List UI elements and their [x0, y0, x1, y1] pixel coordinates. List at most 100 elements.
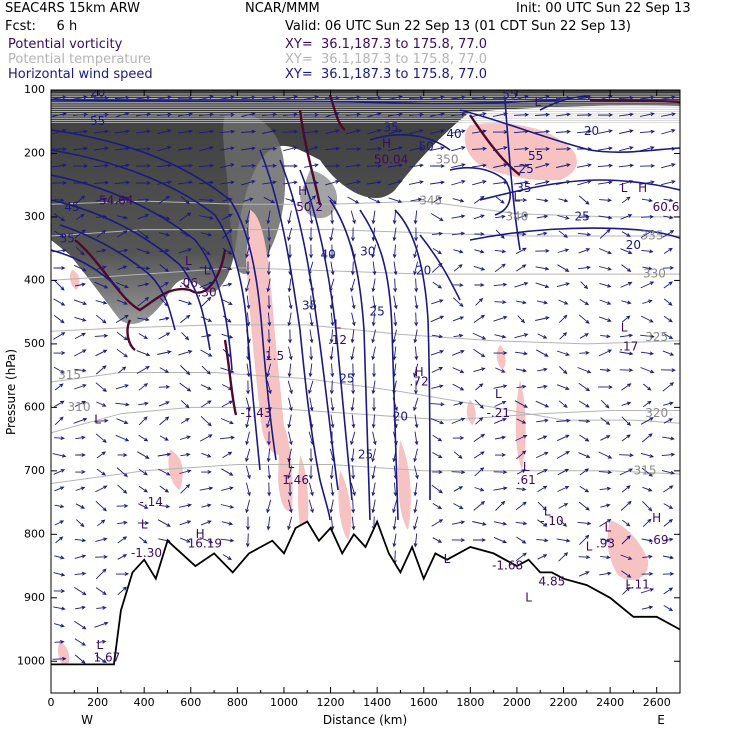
- wind-vector: [599, 571, 612, 576]
- wind-vector: [159, 367, 170, 373]
- wind-vector: [287, 363, 292, 378]
- wind-vector: [199, 537, 214, 544]
- wind-vector: [414, 295, 419, 310]
- wind-vector: [267, 295, 272, 310]
- wind-vector: [219, 129, 236, 134]
- wind-vector: [138, 383, 149, 391]
- pv-extremum-marker: L: [204, 263, 211, 277]
- wind-vector: [619, 146, 634, 152]
- wind-vector: [598, 266, 612, 271]
- wind-vector: [640, 315, 654, 323]
- wind-vector: [514, 281, 529, 288]
- wind-vector: [580, 281, 589, 290]
- wind-vector: [598, 180, 613, 185]
- wind-vector: [95, 349, 108, 357]
- wind-vector: [158, 232, 170, 237]
- wind-vector: [330, 210, 335, 225]
- wind-vector: [392, 380, 397, 395]
- wind-vector: [138, 416, 148, 426]
- wind-vector: [201, 365, 211, 375]
- wind-vector: [367, 128, 382, 135]
- wind-vector: [54, 230, 65, 238]
- wind-vector: [308, 465, 313, 480]
- wind-vector: [514, 95, 529, 101]
- x-tick-label: 2600: [643, 696, 671, 709]
- wind-vector: [640, 588, 655, 594]
- wind-vector: [96, 639, 107, 644]
- wind-vector: [266, 363, 272, 378]
- wind-vector: [409, 163, 424, 168]
- x-tick-label: 1800: [456, 696, 484, 709]
- wind-vector: [597, 163, 614, 168]
- wind-vector: [117, 586, 127, 596]
- wind-vector: [115, 314, 129, 323]
- wind-speed-isotach: [51, 249, 121, 291]
- pv-extremum-marker: L: [621, 181, 628, 195]
- wind-vector: [475, 383, 484, 391]
- wind-vector: [430, 213, 444, 222]
- wind-vector: [157, 350, 172, 355]
- wind-vector: [303, 180, 320, 185]
- wind-vector: [283, 164, 299, 168]
- wind-vector: [74, 554, 87, 559]
- wind-vector: [346, 163, 361, 168]
- wind-vector: [115, 163, 130, 168]
- wind-vector: [94, 333, 109, 338]
- wind-vector: [308, 380, 314, 395]
- wind-vector: [350, 431, 356, 446]
- wind-vector: [618, 95, 635, 100]
- wind-vector: [619, 112, 634, 117]
- wind-vectors: [51, 94, 677, 664]
- wind-vector: [473, 214, 485, 220]
- wind-vector: [54, 416, 64, 426]
- wind-vector: [309, 210, 314, 225]
- wind-vector: [535, 180, 550, 185]
- wind-vector: [430, 112, 445, 117]
- pv-value-label: -.14: [139, 495, 162, 509]
- wind-vector: [640, 112, 655, 117]
- wind-vector: [245, 397, 251, 412]
- wind-vector: [576, 129, 593, 134]
- wind-vector: [598, 215, 613, 220]
- wind-vector: [393, 295, 398, 310]
- wind-vector: [221, 521, 234, 526]
- wind-vector: [493, 417, 507, 424]
- wind-vector: [53, 572, 66, 577]
- wind-vector: [199, 486, 214, 491]
- wind-vector: [309, 329, 314, 344]
- pv-extremum-marker: L: [185, 254, 192, 268]
- wind-vector: [621, 416, 631, 426]
- wind-speed-isotach: [51, 129, 277, 461]
- wind-vector: [392, 244, 397, 259]
- terrain-fill: [51, 521, 680, 693]
- wind-vector: [139, 536, 148, 544]
- wind-vector: [94, 418, 109, 423]
- wind-vector: [600, 368, 611, 373]
- wind-vector: [556, 450, 570, 459]
- wind-vector: [351, 516, 356, 531]
- wind-vector: [430, 164, 446, 168]
- pv-extremum-marker: L: [495, 387, 502, 401]
- wind-vector: [515, 521, 528, 526]
- wind-vector: [661, 452, 676, 457]
- wind-vector: [221, 333, 234, 339]
- wind-vector: [75, 195, 86, 205]
- wind-vector: [388, 163, 403, 168]
- wind-vector: [474, 467, 485, 477]
- wind-vector: [515, 351, 528, 356]
- wind-vector: [350, 448, 355, 463]
- wind-vector: [393, 261, 398, 276]
- wind-vector: [288, 431, 293, 446]
- wind-vector: [558, 400, 568, 408]
- wind-vector: [220, 180, 235, 185]
- wind-vector: [620, 554, 633, 560]
- wind-vector: [157, 519, 171, 527]
- wind-vector: [138, 434, 149, 442]
- wind-vector: [266, 244, 271, 259]
- pv-2pvu-contour: [223, 339, 238, 416]
- wind-vector: [414, 431, 419, 446]
- wind-vector: [330, 363, 335, 378]
- wind-vector: [137, 214, 150, 220]
- wind-vector: [413, 448, 418, 463]
- wind-vector: [93, 112, 110, 117]
